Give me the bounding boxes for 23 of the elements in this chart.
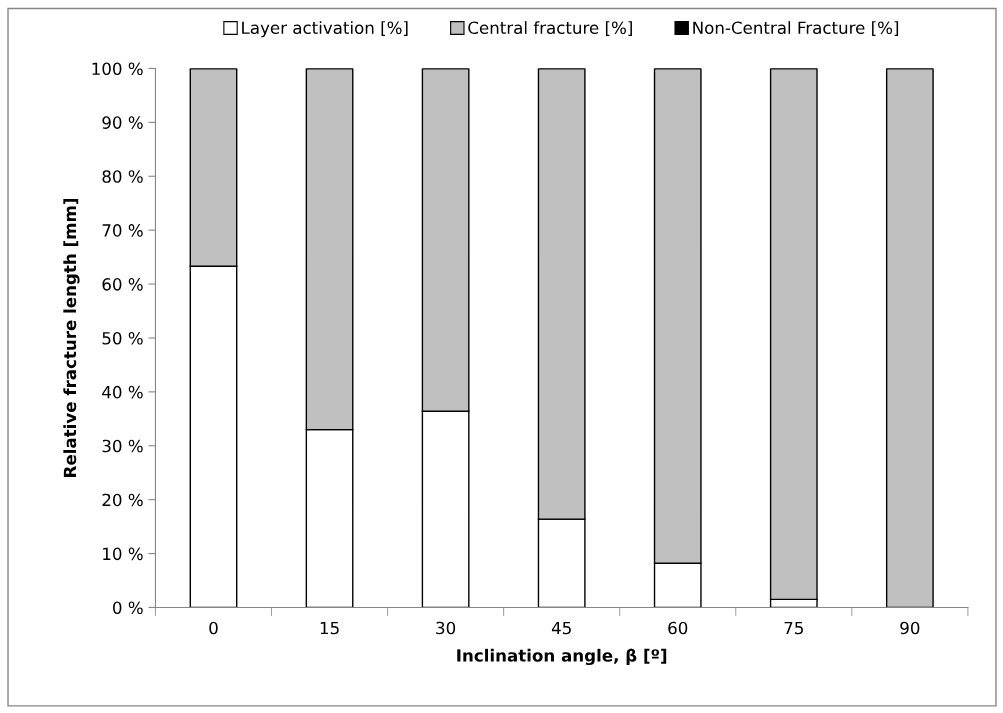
- x-tick-label: 15: [320, 621, 339, 635]
- x-tick-label: 45: [551, 621, 571, 635]
- y-tick-label: 20 %: [102, 493, 143, 507]
- y-tick-label: 50 %: [102, 331, 143, 345]
- y-tick-label: 10 %: [103, 547, 143, 561]
- y-tick-label: 40 %: [102, 385, 143, 399]
- x-tick-label: 0: [209, 621, 218, 635]
- y-tick-label: 100 %: [92, 62, 143, 76]
- y-tick-label: 80 %: [102, 170, 143, 183]
- x-tick-label: 60: [668, 621, 688, 635]
- legend-label: Layer activation [%]: [242, 21, 408, 38]
- y-tick-label: 60 %: [102, 278, 143, 291]
- legend-label: Central fracture [%]: [468, 21, 632, 37]
- x-tick-label: 90: [900, 621, 920, 635]
- legend-label: Non-Central Fracture [%]: [693, 21, 899, 37]
- x-tick-label: 30: [436, 621, 456, 635]
- y-tick-label: 90 %: [102, 116, 143, 129]
- y-axis-title: Relative fracture length [mm]: [63, 198, 80, 477]
- y-tick-label: 70 %: [102, 224, 143, 237]
- y-tick-label: 0 %: [113, 601, 143, 615]
- x-axis-title: Inclination angle, β [º]: [457, 648, 667, 666]
- x-tick-label: 75: [784, 621, 803, 635]
- y-tick-label: 30 %: [102, 439, 143, 453]
